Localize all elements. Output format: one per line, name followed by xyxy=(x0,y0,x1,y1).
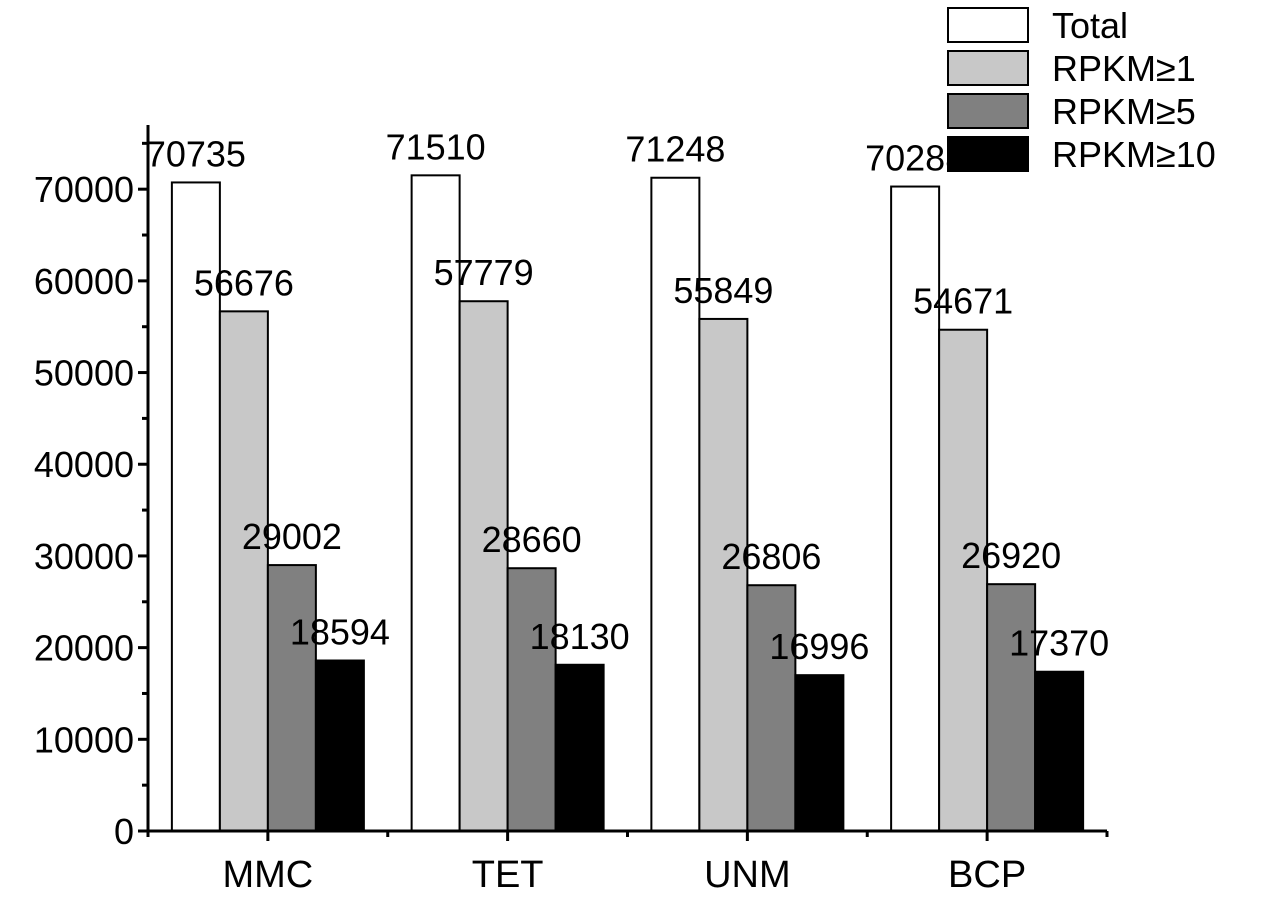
x-category-label: TET xyxy=(472,854,544,896)
bar-value-label: 18594 xyxy=(290,612,390,653)
bars-group xyxy=(170,174,1085,833)
bar-value-label: 16996 xyxy=(769,626,869,667)
x-category-label: BCP xyxy=(948,854,1026,896)
legend-label: RPKM≥10 xyxy=(1052,134,1216,175)
bar-value-label: 71248 xyxy=(625,129,725,170)
bar-value-label: 54671 xyxy=(913,281,1013,322)
legend-swatch xyxy=(947,7,1029,43)
y-tick-label: 60000 xyxy=(34,261,134,302)
bar-mmc-series-3 xyxy=(314,659,365,833)
bar-unm-series-2 xyxy=(746,584,797,833)
bar-unm-series-3 xyxy=(794,674,845,833)
bar-value-label: 26806 xyxy=(721,536,821,577)
legend-label: Total xyxy=(1052,5,1128,46)
y-tick-label: 40000 xyxy=(34,444,134,485)
legend-label: RPKM≥5 xyxy=(1052,91,1196,132)
bar-tet-series-2 xyxy=(506,567,557,832)
bar-value-label: 70735 xyxy=(146,133,246,174)
legend-swatch xyxy=(947,50,1029,86)
bar-tet-series-3 xyxy=(554,663,605,833)
y-tick-label: 20000 xyxy=(34,628,134,669)
bar-value-label: 56676 xyxy=(194,262,294,303)
legend-label: RPKM≥1 xyxy=(1052,48,1196,89)
bar-value-label: 28660 xyxy=(482,519,582,560)
bar-value-label: 71510 xyxy=(386,126,486,167)
bar-bcp-series-3 xyxy=(1034,670,1085,833)
bar-value-label: 57779 xyxy=(434,252,534,293)
y-tick-label: 0 xyxy=(114,811,134,852)
y-ticks-group: 0 10000 20000 30000 40000 50000 60000 70000 xyxy=(34,141,148,852)
bar-value-label: 26920 xyxy=(961,535,1061,576)
legend-swatch xyxy=(947,136,1029,172)
data-labels-group: 70735 56676 29002 18594 71510 57779 28660 18130… xyxy=(146,126,1109,667)
bar-mmc-series-0 xyxy=(170,181,221,832)
y-tick-label: 10000 xyxy=(34,719,134,760)
bar-value-label: 29002 xyxy=(242,516,342,557)
x-category-label: UNM xyxy=(704,854,791,896)
bar-value-label: 70288 xyxy=(865,138,965,179)
x-category-label: MMC xyxy=(222,854,313,896)
y-tick-label: 50000 xyxy=(34,353,134,394)
bar-mmc-series-1 xyxy=(218,310,269,832)
bar-bcp-series-1 xyxy=(938,328,989,832)
category-labels-group: MMC TET UNM BCP xyxy=(146,831,1109,896)
bar-bcp-series-2 xyxy=(986,583,1037,832)
y-tick-label: 30000 xyxy=(34,536,134,577)
bar-value-label: 17370 xyxy=(1009,623,1109,664)
bar-value-label: 55849 xyxy=(673,270,773,311)
bar-bcp-series-0 xyxy=(890,185,941,832)
bar-value-label: 18130 xyxy=(530,616,630,657)
y-tick-label: 70000 xyxy=(34,169,134,210)
legend-swatch xyxy=(947,93,1029,129)
bar-tet-series-1 xyxy=(458,300,509,832)
bar-mmc-series-2 xyxy=(266,564,317,832)
